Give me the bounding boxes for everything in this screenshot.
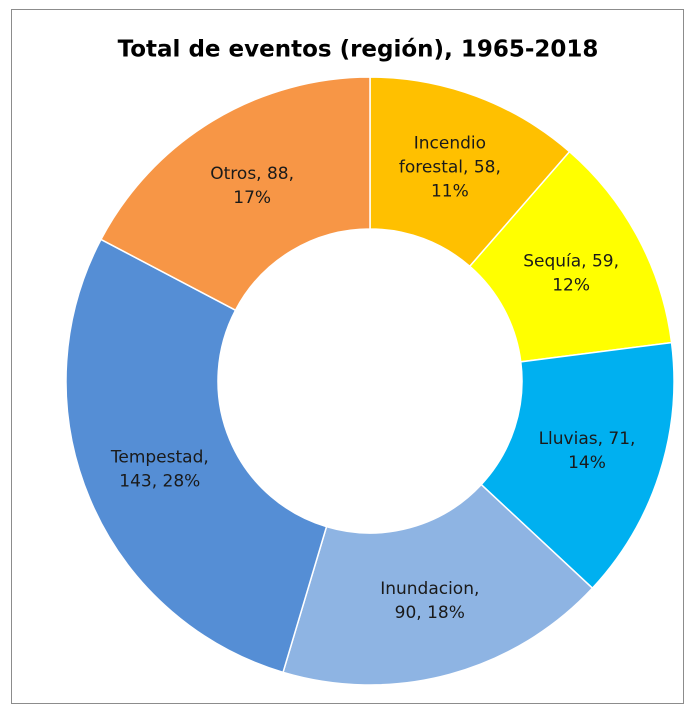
data-label: 143, 28% bbox=[119, 471, 200, 491]
data-label: 12% bbox=[552, 276, 590, 296]
data-label: forestal, 58, bbox=[399, 157, 501, 177]
data-label: Otros, 88, bbox=[210, 164, 294, 184]
data-label: Incendio bbox=[414, 133, 486, 153]
data-label: 11% bbox=[431, 181, 469, 201]
data-label: 17% bbox=[233, 188, 271, 208]
donut-slice bbox=[468, 150, 673, 363]
donut-slice bbox=[99, 76, 371, 312]
data-label: 90, 18% bbox=[395, 603, 465, 623]
chart-title: Total de eventos (región), 1965-2018 bbox=[118, 37, 599, 63]
donut-slice bbox=[65, 238, 328, 674]
data-label: Sequía, 59, bbox=[523, 252, 619, 272]
data-label: Inundacion, bbox=[380, 579, 479, 599]
donut-slice bbox=[480, 341, 675, 590]
data-label: Tempestad, bbox=[110, 447, 209, 467]
donut-slice bbox=[282, 483, 594, 686]
data-label: 14% bbox=[568, 453, 606, 473]
data-label: Lluvias, 71, bbox=[539, 429, 636, 449]
